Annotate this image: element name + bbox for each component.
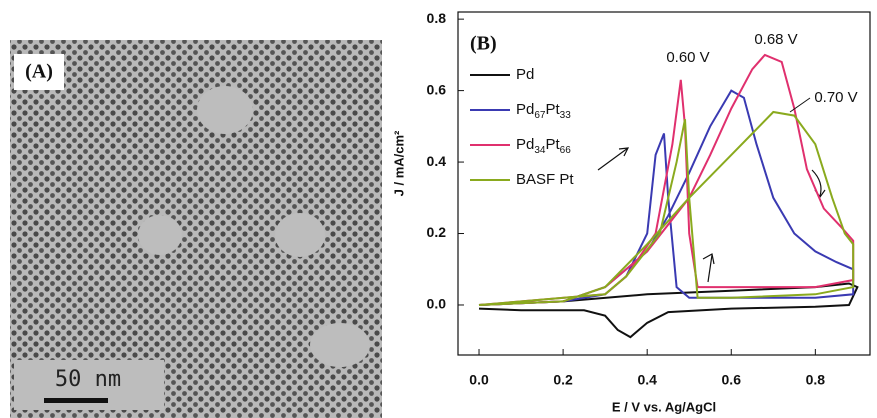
y-tick-label: 0.6 [427, 81, 447, 97]
arrow [707, 254, 713, 283]
void [138, 215, 182, 255]
legend-label: Pd67Pt33 [516, 101, 571, 121]
x-tick-label: 0.0 [469, 372, 489, 388]
y-axis-label: J / mA/cm² [391, 130, 406, 196]
scale-bar-label: 50 nm [55, 367, 121, 392]
panel-a: (A) 50 nm [10, 40, 382, 418]
y-tick-label: 0.2 [427, 224, 447, 240]
peak-annotation: 0.60 V [666, 49, 709, 66]
x-tick-label: 0.8 [806, 372, 826, 388]
arrow [597, 147, 629, 171]
label-box [14, 54, 64, 90]
cv-curve [478, 110, 855, 306]
panel-label: (B) [470, 33, 497, 55]
arrow [811, 169, 822, 197]
cv-curve [478, 53, 855, 306]
legend-label: BASF Pt [516, 171, 574, 188]
x-axis-label: E / V vs. Ag/AgCl [612, 399, 716, 414]
cv-curve [478, 89, 855, 306]
void [275, 213, 325, 257]
void [197, 86, 253, 134]
arrow-head [702, 253, 715, 265]
legend-label: Pd [516, 66, 534, 83]
plot-frame [457, 11, 871, 356]
arrow-head [618, 147, 630, 157]
legend-label: Pd34Pt66 [516, 136, 571, 156]
y-tick-label: 0.4 [427, 153, 447, 169]
x-tick-label: 0.6 [722, 372, 742, 388]
annotation-leader [789, 97, 811, 113]
peak-annotation: 0.70 V [814, 89, 857, 106]
cv-curve [478, 282, 859, 339]
x-tick-label: 0.2 [553, 372, 573, 388]
y-tick-label: 0.8 [427, 10, 447, 26]
y-tick-label: 0.0 [427, 296, 447, 312]
peak-annotation: 0.68 V [754, 31, 797, 48]
void [310, 323, 370, 367]
scale-bar [44, 398, 108, 403]
arrows [597, 147, 826, 283]
x-tick-label: 0.4 [637, 372, 657, 388]
panel-label: (A) [25, 61, 53, 83]
